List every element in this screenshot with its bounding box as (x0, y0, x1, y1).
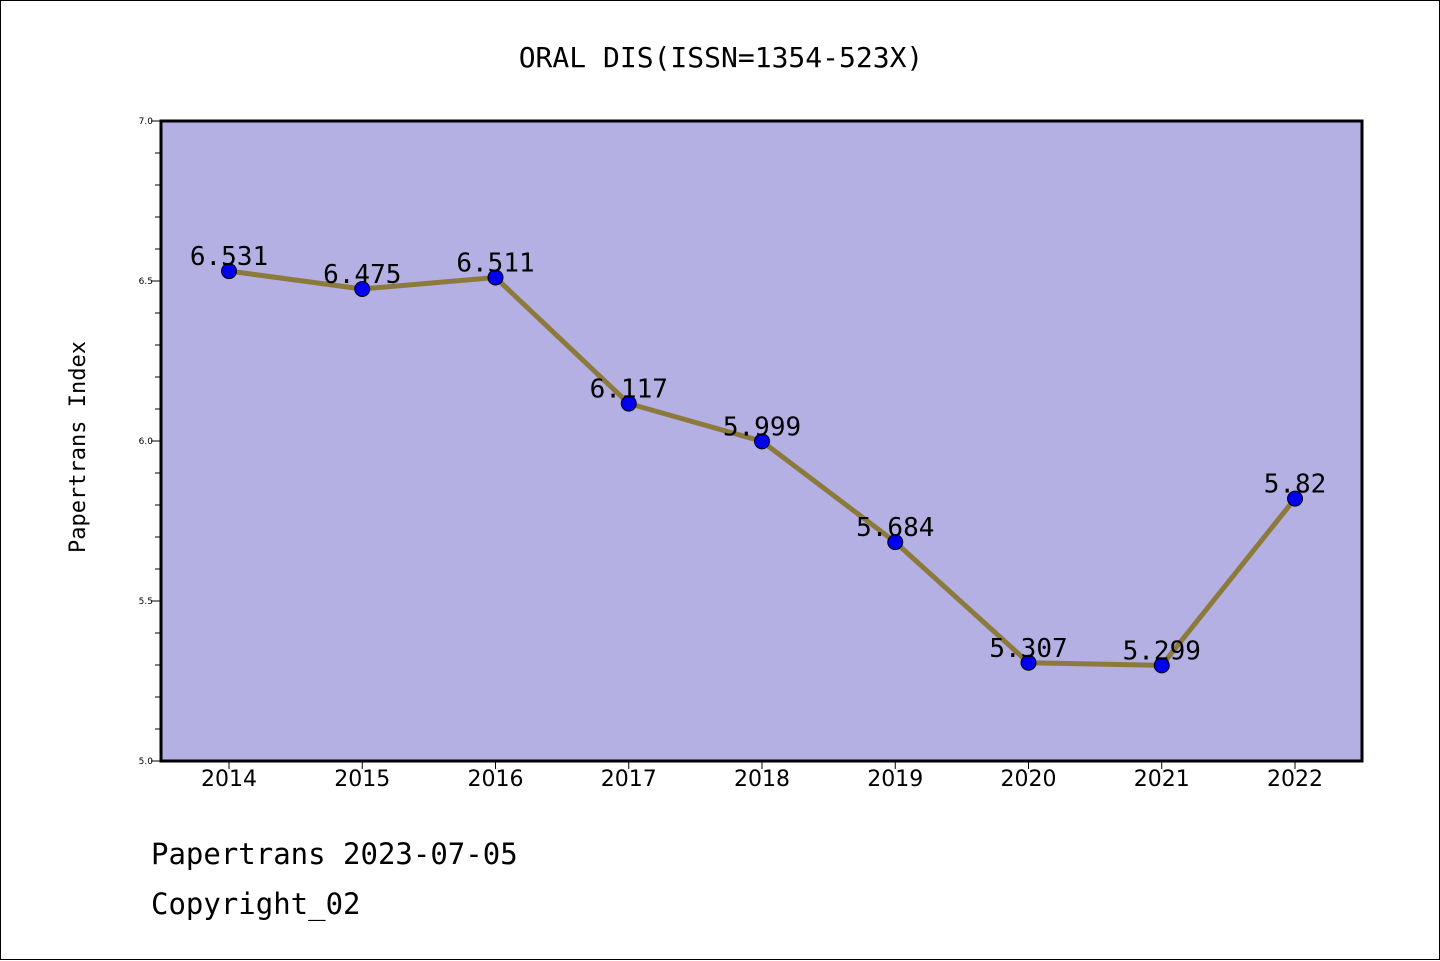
data-labels: 6.531 6.475 6.511 6.117 5.999 5.684 5.307 5.299… (190, 242, 1326, 666)
data-point (221, 263, 237, 280)
y-axis: 5.0 5.5 6.0 6.5 7.0 (139, 117, 161, 767)
data-point (354, 281, 371, 297)
data-point (1287, 490, 1303, 507)
data-label: 6.475 (323, 260, 401, 290)
data-point (1153, 657, 1170, 674)
footer-copyright: Copyright_02 (151, 887, 361, 921)
x-tick-label: 2021 (1134, 767, 1190, 792)
data-point (1020, 654, 1037, 671)
x-tick-label: 2014 (201, 767, 257, 792)
data-label: 5.684 (856, 513, 934, 543)
x-tick-label: 2019 (867, 767, 923, 792)
data-label: 5.82 (1264, 470, 1327, 500)
x-tick-label: 2015 (334, 767, 390, 792)
y-tick-label: 5.0 (139, 757, 154, 767)
y-tick-label: 6.0 (139, 437, 154, 447)
y-tick-label: 5.5 (139, 597, 153, 607)
x-axis: 2014 2015 2016 2017 2018 2019 2020 2021 2022 (201, 761, 1323, 792)
data-point (887, 534, 904, 551)
data-label: 5.999 (723, 412, 801, 442)
y-tick-label: 6.5 (139, 277, 153, 287)
y-axis-label: Papertrans Index (66, 341, 91, 553)
footer-date: Papertrans 2023-07-05 (151, 837, 518, 871)
x-tick-label: 2020 (1001, 767, 1057, 792)
data-label: 6.511 (456, 248, 534, 278)
x-tick-label: 2018 (734, 767, 790, 792)
x-tick-label: 2022 (1267, 767, 1323, 792)
data-point (754, 433, 770, 450)
x-tick-label: 2016 (468, 767, 524, 792)
chart-title: ORAL DIS(ISSN=1354-523X) (519, 41, 924, 74)
x-tick-label: 2017 (601, 767, 657, 792)
y-tick-label: 7.0 (139, 117, 154, 127)
data-label: 5.307 (989, 634, 1067, 664)
data-point (620, 395, 637, 412)
data-label: 6.117 (590, 375, 668, 405)
data-label: 5.299 (1123, 636, 1201, 666)
data-label: 6.531 (190, 242, 268, 272)
data-points (221, 263, 1303, 674)
data-point (487, 269, 504, 286)
